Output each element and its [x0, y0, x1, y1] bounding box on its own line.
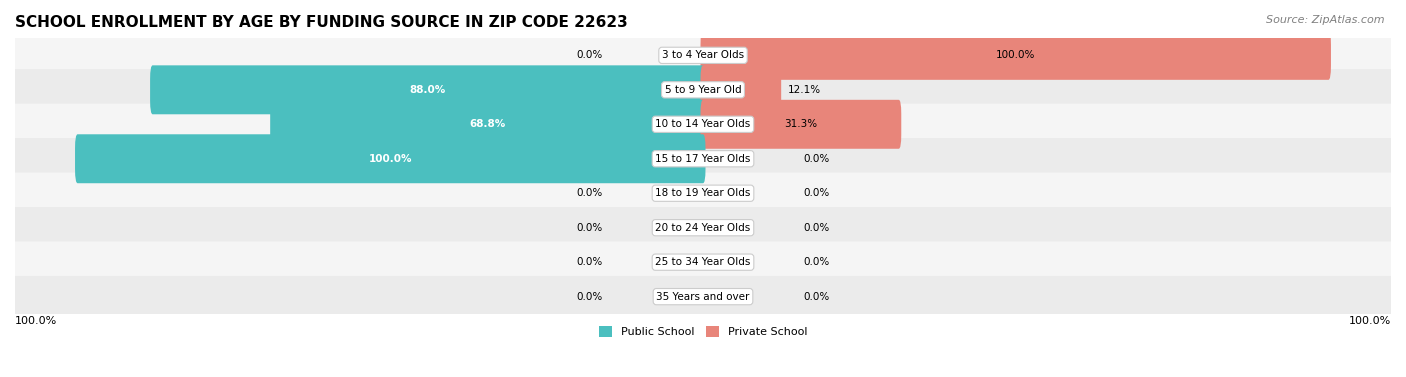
Text: 88.0%: 88.0% — [409, 85, 446, 95]
Text: 68.8%: 68.8% — [470, 119, 506, 129]
Text: 0.0%: 0.0% — [803, 292, 830, 302]
Text: 0.0%: 0.0% — [576, 188, 603, 198]
Text: 15 to 17 Year Olds: 15 to 17 Year Olds — [655, 154, 751, 164]
Text: 5 to 9 Year Old: 5 to 9 Year Old — [665, 85, 741, 95]
FancyBboxPatch shape — [14, 35, 1392, 76]
FancyBboxPatch shape — [14, 104, 1392, 145]
Text: 20 to 24 Year Olds: 20 to 24 Year Olds — [655, 223, 751, 233]
FancyBboxPatch shape — [14, 69, 1392, 110]
Text: 0.0%: 0.0% — [803, 154, 830, 164]
FancyBboxPatch shape — [700, 65, 782, 114]
FancyBboxPatch shape — [270, 100, 706, 149]
Text: 31.3%: 31.3% — [785, 119, 817, 129]
Text: 35 Years and over: 35 Years and over — [657, 292, 749, 302]
Text: 100.0%: 100.0% — [995, 51, 1035, 60]
Text: 18 to 19 Year Olds: 18 to 19 Year Olds — [655, 188, 751, 198]
Text: 10 to 14 Year Olds: 10 to 14 Year Olds — [655, 119, 751, 129]
Text: 100.0%: 100.0% — [15, 316, 58, 326]
Text: 25 to 34 Year Olds: 25 to 34 Year Olds — [655, 257, 751, 267]
FancyBboxPatch shape — [14, 138, 1392, 179]
Text: 0.0%: 0.0% — [803, 223, 830, 233]
Text: 3 to 4 Year Olds: 3 to 4 Year Olds — [662, 51, 744, 60]
Text: 0.0%: 0.0% — [803, 257, 830, 267]
Text: 100.0%: 100.0% — [368, 154, 412, 164]
Text: 0.0%: 0.0% — [576, 257, 603, 267]
FancyBboxPatch shape — [14, 242, 1392, 283]
Text: 12.1%: 12.1% — [787, 85, 821, 95]
FancyBboxPatch shape — [700, 31, 1331, 80]
Text: 0.0%: 0.0% — [576, 223, 603, 233]
Text: 0.0%: 0.0% — [576, 292, 603, 302]
FancyBboxPatch shape — [14, 207, 1392, 248]
Text: 0.0%: 0.0% — [576, 51, 603, 60]
FancyBboxPatch shape — [150, 65, 706, 114]
FancyBboxPatch shape — [14, 173, 1392, 214]
Legend: Public School, Private School: Public School, Private School — [595, 321, 811, 342]
Text: Source: ZipAtlas.com: Source: ZipAtlas.com — [1267, 15, 1385, 25]
FancyBboxPatch shape — [700, 100, 901, 149]
Text: 0.0%: 0.0% — [803, 188, 830, 198]
Text: SCHOOL ENROLLMENT BY AGE BY FUNDING SOURCE IN ZIP CODE 22623: SCHOOL ENROLLMENT BY AGE BY FUNDING SOUR… — [15, 15, 627, 30]
FancyBboxPatch shape — [75, 134, 706, 183]
FancyBboxPatch shape — [14, 276, 1392, 317]
Text: 100.0%: 100.0% — [1348, 316, 1391, 326]
